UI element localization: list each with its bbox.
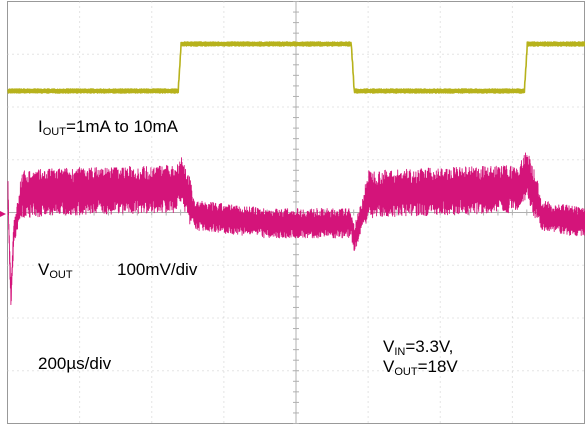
traces (0, 41, 585, 306)
vout-channel-marker (0, 211, 6, 217)
vin-condition-label: VIN=3.3V, (383, 337, 454, 358)
vout-channel-label: VOUT (38, 260, 73, 281)
iout-range-label: IOUT=1mA to 10mA (38, 117, 178, 138)
iout-trace (7, 41, 585, 94)
vout-scale-label: 100mV/div (117, 260, 198, 279)
vout-condition-label: VOUT=18V (383, 357, 458, 378)
vout-trace (7, 152, 585, 306)
time-scale-label: 200µs/div (38, 354, 112, 373)
